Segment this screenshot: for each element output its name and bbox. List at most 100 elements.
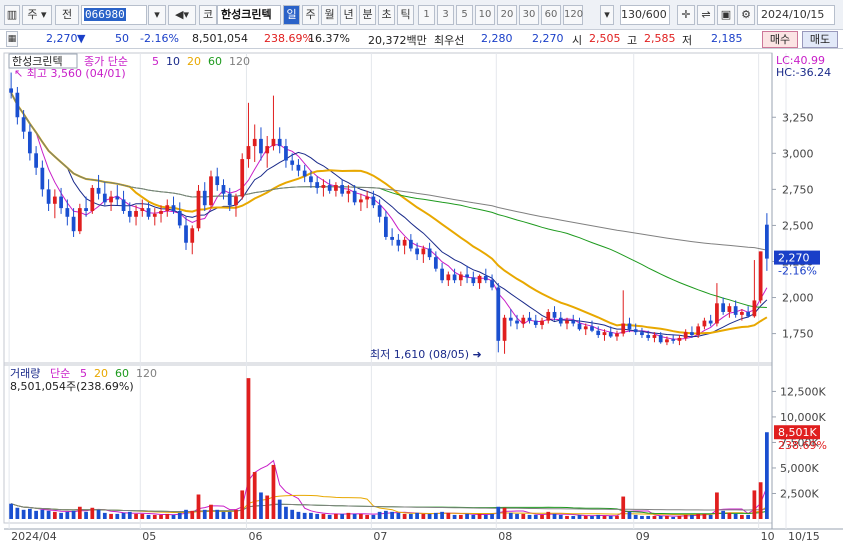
toolbar: ▥ 주 ▾ 전 066980 ▾ ◀▾ 코 한성크린텍 ▾ 130/600 ✛ … [0, 0, 843, 30]
stock-name: 한성크린텍 [217, 5, 281, 25]
candle-body [215, 176, 220, 186]
price-ma-10-line [10, 92, 768, 338]
volume-bar [121, 512, 126, 519]
candle-body [109, 196, 113, 203]
x-tick-label: 06 [248, 530, 262, 543]
volume-bar [246, 378, 251, 519]
gear-icon[interactable]: ⚙ [737, 5, 755, 25]
candle-body [765, 224, 769, 259]
candle-body [327, 185, 332, 191]
bid-label: 최우선 [434, 34, 465, 47]
candle-body [315, 182, 320, 188]
interval-button-120[interactable]: 120 [563, 5, 583, 25]
candle-body [552, 311, 557, 318]
interval-button-60[interactable]: 60 [541, 5, 561, 25]
volume-label: 거래량 [10, 367, 40, 380]
candle-body [209, 176, 213, 206]
x-tick-label: 10 [761, 530, 775, 543]
candle-body [309, 176, 313, 183]
period-tab-6[interactable]: 틱 [397, 5, 414, 25]
volume-ma-legend-60: 60 [115, 367, 129, 380]
volume-tick-label: 7,500K [780, 436, 819, 449]
lc-label: LC:40.99 [776, 54, 825, 67]
change-value: 50 [115, 32, 129, 45]
volume-bar [390, 511, 394, 519]
candle-body [590, 326, 594, 331]
volume-bar [252, 472, 257, 519]
stock-label: 한성크린텍 [12, 55, 63, 68]
volume-ma-legend-5: 5 [80, 367, 87, 380]
volume-bar [215, 509, 220, 519]
candle-body [321, 185, 326, 188]
hc-label: HC:-36.24 [776, 66, 831, 79]
candle-body [277, 138, 282, 147]
candle-body [259, 138, 263, 154]
period-tab-0[interactable]: 일 [283, 5, 300, 25]
volume-bar [384, 510, 388, 519]
count-input[interactable]: 130/600 [620, 5, 670, 25]
code-dropdown-chevron-icon[interactable]: ▾ [148, 5, 166, 25]
candle-body [115, 196, 120, 200]
stock-code-input[interactable]: 066980 [81, 5, 147, 25]
chart-type-label: 주 [27, 8, 38, 21]
candle-body [365, 196, 370, 200]
interval-dropdown-chevron-icon[interactable]: ▾ [600, 5, 614, 25]
date-input[interactable]: 2024/10/15 [757, 5, 835, 25]
save-icon[interactable]: ▣ [717, 5, 735, 25]
volume-bar [302, 512, 307, 519]
x-tick-label: 2024/04 [11, 530, 57, 543]
candle-body [677, 337, 682, 341]
volume-ma-120-line [10, 503, 767, 513]
candle-body [234, 196, 238, 206]
interval-button-1[interactable]: 1 [418, 5, 435, 25]
volume-bar [59, 512, 63, 519]
price-tick-label: 1,750 [782, 328, 814, 341]
interval-button-30[interactable]: 30 [519, 5, 539, 25]
volume-bar [346, 512, 351, 519]
volume-bar [259, 492, 263, 519]
interval-button-5[interactable]: 5 [456, 5, 473, 25]
price-tick-label: 3,000 [782, 147, 814, 160]
volume-bar [583, 515, 588, 519]
volume-bar [665, 515, 669, 519]
candle-body [496, 287, 501, 341]
candle-body [602, 332, 607, 336]
stock-chart[interactable]: 3,2503,0002,7502,5002,2502,0001,75012,50… [0, 49, 843, 543]
volume-bar [646, 515, 651, 519]
volume-bar [421, 513, 426, 519]
period-tab-2[interactable]: 월 [321, 5, 338, 25]
candle-body [71, 216, 76, 232]
volume-bar [627, 511, 632, 519]
layout-icon[interactable]: ▥ [4, 5, 20, 25]
period-tab-5[interactable]: 초 [378, 5, 395, 25]
code-prefix-button[interactable]: 코 [199, 5, 217, 25]
candle-body [665, 339, 669, 343]
crosshair-icon[interactable]: ✛ [677, 5, 695, 25]
interval-button-10[interactable]: 10 [475, 5, 495, 25]
period-tab-4[interactable]: 분 [359, 5, 376, 25]
period-tab-3[interactable]: 년 [340, 5, 357, 25]
volume-bar [515, 513, 519, 519]
sell-button[interactable]: 매도 [802, 31, 838, 48]
period-tab-1[interactable]: 주 [302, 5, 319, 25]
chart-type-select[interactable]: 주 ▾ [22, 5, 52, 25]
grid-icon[interactable]: ▦ [6, 31, 18, 47]
candle-body [577, 323, 582, 330]
candle-body [746, 311, 751, 317]
candle-body [390, 236, 394, 240]
buy-button[interactable]: 매수 [762, 31, 798, 48]
trade-amount: 20,372백만 [368, 34, 427, 47]
interval-button-3[interactable]: 3 [437, 5, 454, 25]
price-tick-label: 2,500 [782, 219, 814, 232]
speaker-icon[interactable]: ◀▾ [168, 5, 196, 25]
candle-body [90, 187, 95, 211]
candle-body [77, 208, 82, 232]
candle-body [640, 332, 644, 336]
candle-body [340, 185, 345, 194]
prev-button[interactable]: 전 [55, 5, 79, 25]
candle-body [458, 274, 463, 281]
interval-button-20[interactable]: 20 [497, 5, 517, 25]
volume-bar [590, 515, 594, 519]
candle-body [352, 190, 357, 203]
overlay-icon[interactable]: ⇌ [697, 5, 715, 25]
